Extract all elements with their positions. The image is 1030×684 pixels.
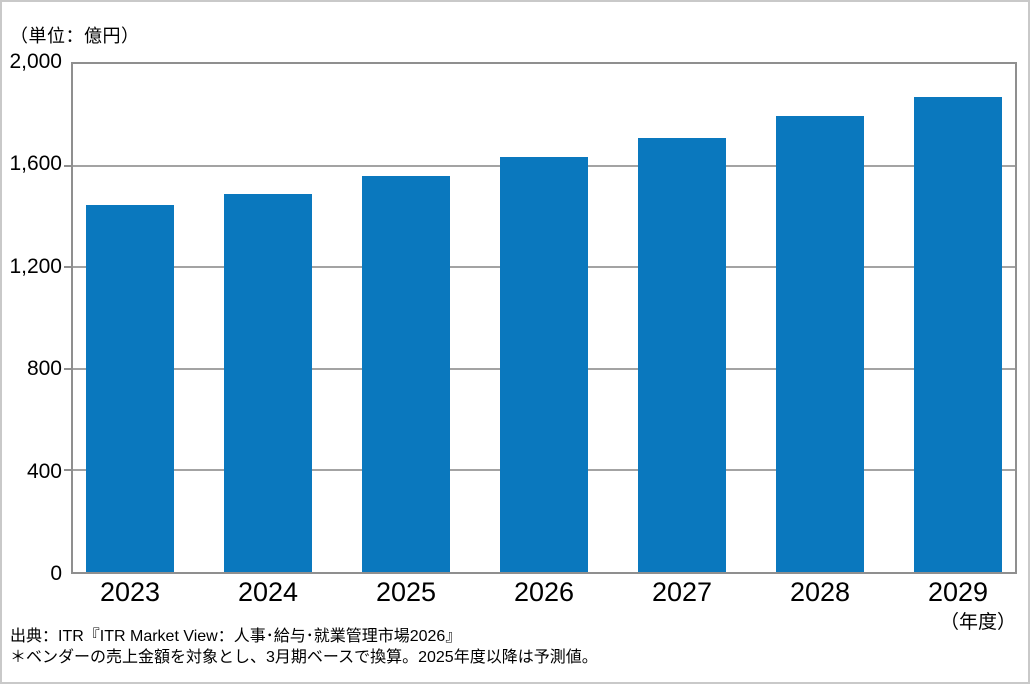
y-tick-mark bbox=[64, 266, 71, 269]
source-note: 出典：ITR『ITR Market View：人事･給与･就業管理市場2026』… bbox=[10, 626, 598, 668]
source-line-1: 出典：ITR『ITR Market View：人事･給与･就業管理市場2026』 bbox=[10, 628, 462, 645]
bar-slot bbox=[914, 64, 1002, 572]
y-tick-label: 2,000 bbox=[9, 50, 62, 73]
bar-2025 bbox=[362, 175, 450, 572]
y-tick-mark bbox=[64, 469, 71, 472]
x-tick-label: 2023 bbox=[99, 577, 161, 607]
bar-2028 bbox=[776, 116, 864, 572]
bar-slot bbox=[362, 64, 450, 572]
y-tick-label: 400 bbox=[26, 459, 62, 483]
bar-slot bbox=[776, 64, 864, 572]
bar-slot bbox=[86, 64, 174, 572]
x-tick-label: 2029 bbox=[927, 577, 989, 607]
bar-2026 bbox=[500, 156, 588, 572]
source-line-2: ＊ベンダーの売上金額を対象とし、3月期ベースで換算。2025年度以降は予測値。 bbox=[10, 649, 598, 666]
y-tick-label: 1,600 bbox=[9, 152, 62, 176]
plot-area bbox=[64, 62, 1017, 574]
bars-layer bbox=[73, 64, 1015, 572]
y-tick-mark bbox=[64, 367, 71, 370]
x-axis-labels: 2023 2024 2025 2026 2027 2028 2029 bbox=[73, 578, 1015, 606]
y-tick-label: 1,200 bbox=[9, 254, 62, 278]
x-tick-label: 2026 bbox=[513, 577, 575, 607]
y-tick-label: 800 bbox=[26, 357, 62, 381]
y-tick-mark bbox=[64, 164, 71, 167]
x-tick-label: 2027 bbox=[651, 577, 713, 607]
y-axis: 0 400 800 1,200 1,600 2,000 bbox=[2, 50, 62, 585]
x-tick-label: 2025 bbox=[375, 577, 437, 607]
x-tick-label: 2028 bbox=[789, 577, 851, 607]
x-tick-label: 2024 bbox=[237, 577, 299, 607]
bar-slot bbox=[500, 64, 588, 572]
bar-2027 bbox=[638, 137, 726, 572]
bar-slot bbox=[224, 64, 312, 572]
bar-slot bbox=[638, 64, 726, 572]
x-axis-unit-label: （年度） bbox=[939, 612, 1016, 633]
bar-2024 bbox=[224, 193, 312, 572]
y-tick-label: 0 bbox=[50, 562, 62, 585]
y-axis-unit-label: （単位：億円） bbox=[10, 26, 140, 46]
bar-2023 bbox=[86, 204, 174, 572]
bar-2029 bbox=[914, 97, 1002, 572]
